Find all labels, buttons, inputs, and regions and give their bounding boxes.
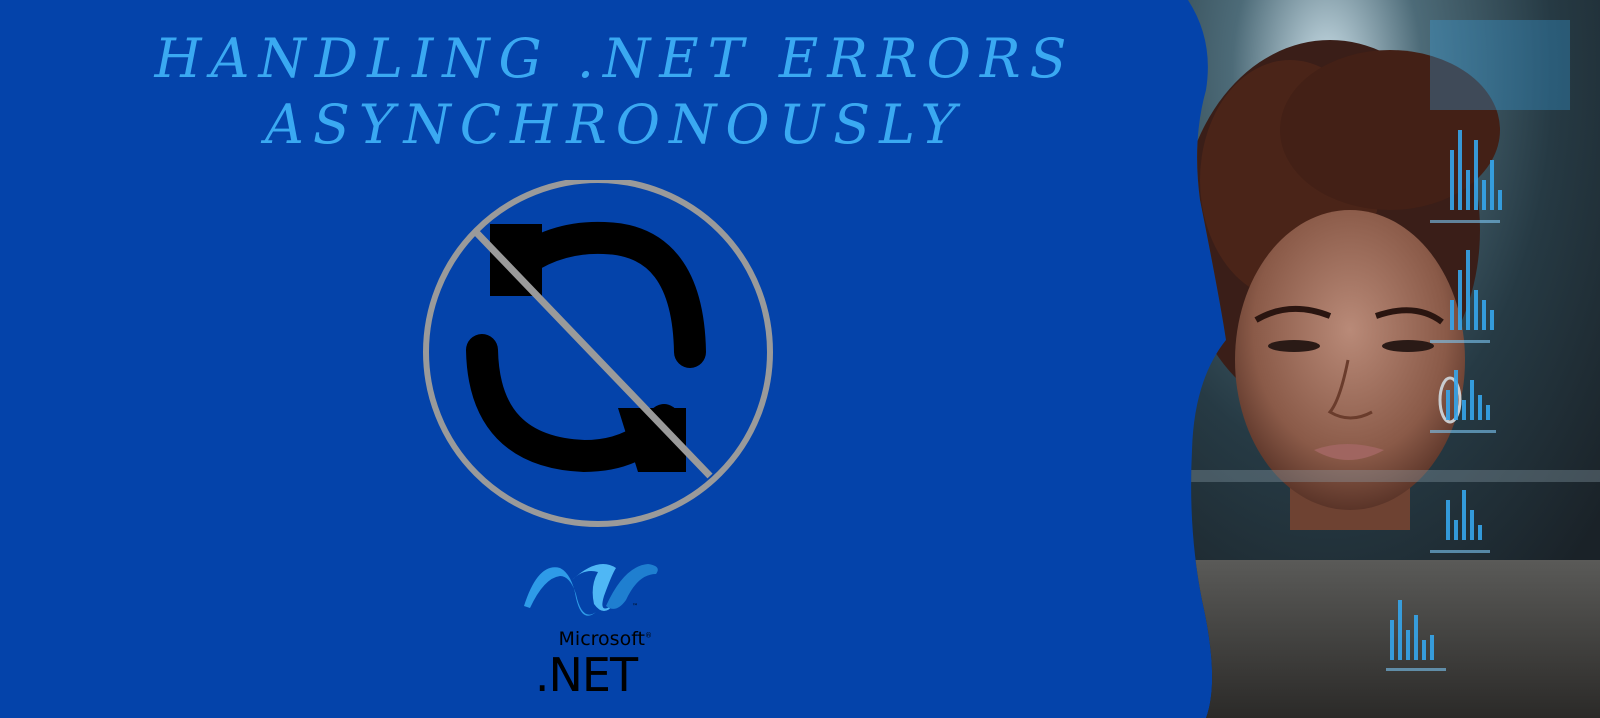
dotnet-logo-icon: ™ <box>524 564 658 616</box>
svg-text:™: ™ <box>632 603 638 610</box>
title-line-1: HANDLING .NET ERRORS <box>154 27 1076 90</box>
dotnet-logo: ™ Microsoft® .NET <box>520 560 670 710</box>
logo-product-text: .NET <box>534 648 638 702</box>
hero-photo <box>1180 0 1600 718</box>
no-sync-icon <box>418 177 778 540</box>
logo-brand-text: Microsoft® <box>558 628 652 650</box>
banner-title: HANDLING .NET ERRORS ASYNCHRONOUSLY <box>40 26 1190 158</box>
title-line-2: ASYNCHRONOUSLY <box>264 93 966 156</box>
